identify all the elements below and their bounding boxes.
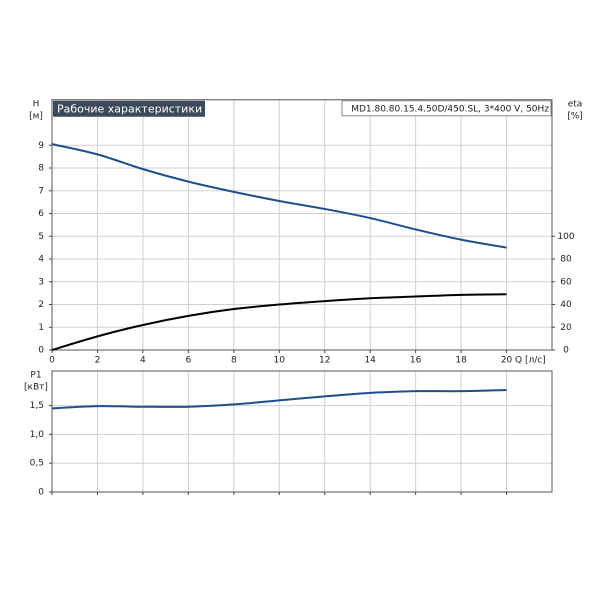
y-axis-label: H bbox=[33, 99, 40, 109]
y2-axis-unit: [%] bbox=[567, 111, 583, 121]
y-tick-label: 4 bbox=[38, 255, 44, 265]
chart-title: Рабочие характеристики bbox=[57, 102, 202, 115]
y-tick-label: 8 bbox=[38, 164, 44, 174]
plot-frame bbox=[51, 370, 553, 493]
y2-tick-label: 100 bbox=[557, 232, 574, 242]
y-tick-label: 1,0 bbox=[30, 430, 45, 440]
y-tick-label: 0 bbox=[38, 488, 44, 498]
curve bbox=[51, 293, 507, 351]
y-tick-label: 6 bbox=[38, 209, 44, 219]
y-tick-label: 0 bbox=[38, 346, 44, 356]
y2-tick-label: 60 bbox=[560, 277, 572, 287]
y-tick-label: 1 bbox=[38, 323, 44, 333]
y-tick-label: 3 bbox=[38, 277, 44, 287]
x-tick-label: 16 bbox=[410, 356, 422, 366]
y-tick-label: 5 bbox=[38, 232, 44, 242]
x-tick-label: 2 bbox=[95, 356, 101, 366]
y2-tick-label: 0 bbox=[563, 346, 569, 356]
x-tick-label: 8 bbox=[231, 356, 237, 366]
y-tick-label: 2 bbox=[38, 300, 44, 310]
x-tick-label: 6 bbox=[185, 356, 191, 366]
y2-tick-label: 20 bbox=[560, 323, 572, 333]
chart-subtitle: MD1.80.80.15.4.50D/450.SL, 3*400 V, 50Hz bbox=[351, 104, 549, 114]
x-tick-label: 0 bbox=[49, 356, 55, 366]
y-tick-label: 7 bbox=[38, 186, 44, 196]
y-tick-label: 1,5 bbox=[30, 401, 44, 411]
y-tick-label: 9 bbox=[38, 141, 44, 151]
y2-axis-label: eta bbox=[568, 99, 583, 109]
x-tick-label: 14 bbox=[364, 356, 376, 366]
model-box bbox=[341, 100, 552, 117]
curve bbox=[51, 389, 507, 410]
x-axis-label: Q [л/с] bbox=[515, 356, 546, 366]
plot-frame bbox=[51, 99, 553, 351]
y2-tick-label: 80 bbox=[560, 255, 572, 265]
y-axis-unit: [м] bbox=[29, 111, 43, 121]
title-box bbox=[53, 100, 205, 117]
x-tick-label: 4 bbox=[140, 356, 146, 366]
x-tick-label: 18 bbox=[455, 356, 467, 366]
y-axis-unit: [кВт] bbox=[24, 383, 48, 393]
y2-tick-label: 40 bbox=[560, 300, 572, 310]
x-tick-label: 12 bbox=[319, 356, 330, 366]
x-tick-label: 20 bbox=[501, 356, 513, 366]
y-tick-label: 0,5 bbox=[30, 459, 44, 469]
x-tick-label: 10 bbox=[274, 356, 286, 366]
curve bbox=[51, 143, 507, 249]
y-axis-label: P1 bbox=[30, 371, 41, 381]
